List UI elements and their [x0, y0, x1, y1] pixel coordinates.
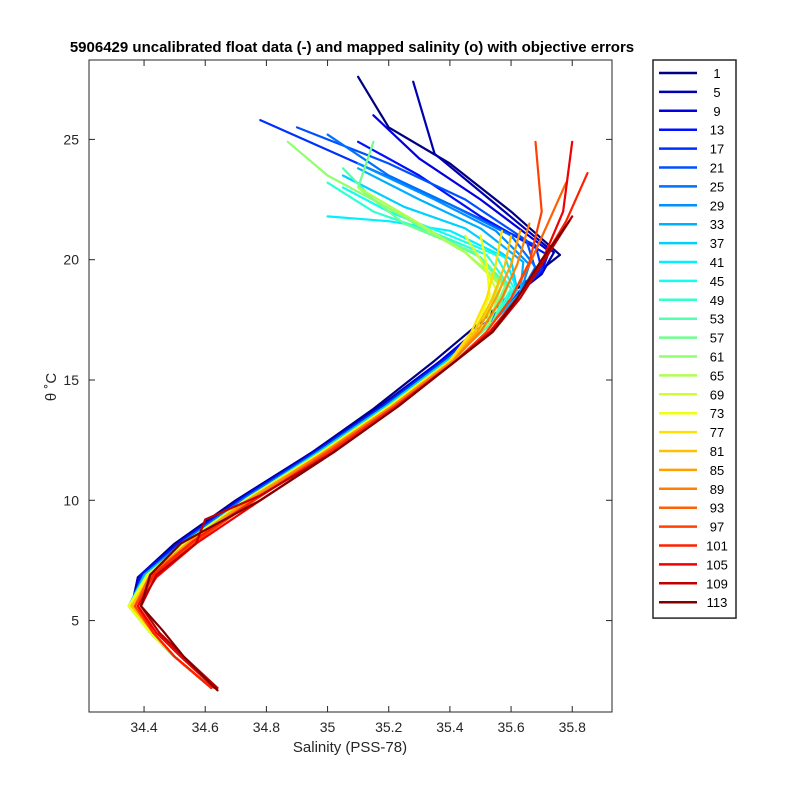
x-tick-label: 35	[320, 719, 336, 735]
legend-label: 77	[710, 425, 724, 440]
y-tick-label: 20	[63, 252, 79, 268]
series-line-109	[139, 215, 574, 690]
tick-layer: 34.4 34.6 34.8 35 35.2 35.4 35.6 35.8 5 10 15 20 25	[63, 60, 612, 735]
legend-label: 65	[710, 368, 724, 383]
legend-label: 49	[710, 293, 724, 308]
legend-label: 33	[710, 217, 724, 232]
y-axis-label: θ ˚C	[43, 373, 60, 402]
legend-label: 45	[710, 274, 724, 289]
legend-label: 113	[707, 595, 728, 610]
legend-label: 97	[710, 520, 724, 535]
legend-label: 1	[713, 66, 720, 81]
x-tick-label: 35.2	[375, 719, 402, 735]
legend-label: 25	[710, 179, 724, 194]
y-tick-label: 15	[63, 372, 79, 388]
y-tick-label: 10	[63, 492, 79, 508]
x-tick-label: 34.4	[130, 719, 157, 735]
plot-frame	[88, 59, 613, 713]
plot-area	[89, 60, 612, 712]
legend-label: 5	[713, 85, 720, 100]
legend-label: 89	[710, 482, 724, 497]
legend-label: 81	[710, 444, 724, 459]
legend-label: 69	[710, 387, 724, 402]
x-tick-label: 35.6	[497, 719, 524, 735]
x-tick-label: 34.8	[253, 719, 280, 735]
legend-label: 93	[710, 501, 724, 516]
legend-label: 73	[710, 406, 724, 421]
y-tick-label: 5	[71, 613, 79, 629]
series-layer	[127, 75, 589, 692]
legend-label: 101	[706, 539, 728, 554]
legend-label: 29	[710, 198, 724, 213]
legend-label: 109	[706, 576, 728, 591]
legend-label: 17	[710, 142, 724, 157]
legend-label: 105	[706, 557, 728, 572]
legend-label: 37	[710, 236, 724, 251]
legend-label: 13	[710, 123, 724, 138]
x-tick-label: 34.6	[192, 719, 219, 735]
series-line-113	[139, 220, 571, 692]
legend-label: 9	[713, 104, 720, 119]
chart-title: 5906429 uncalibrated float data (-) and …	[70, 39, 634, 56]
legend-label: 41	[710, 255, 724, 270]
legend-label: 61	[710, 350, 724, 365]
legend-label: 57	[710, 331, 724, 346]
x-axis-label: Salinity (PSS-78)	[293, 739, 407, 756]
y-tick-label: 25	[63, 131, 79, 147]
legend-label: 21	[710, 161, 724, 176]
legend-label: 53	[710, 312, 724, 327]
legend-label: 85	[710, 463, 724, 478]
legend-box	[652, 59, 737, 619]
x-tick-label: 35.4	[436, 719, 463, 735]
x-tick-label: 35.8	[559, 719, 586, 735]
legend: 1 5 9 13 17 21 25 29 33 37 41 45 49 53 57 61 65 69 73 77 81 8…	[652, 59, 737, 619]
